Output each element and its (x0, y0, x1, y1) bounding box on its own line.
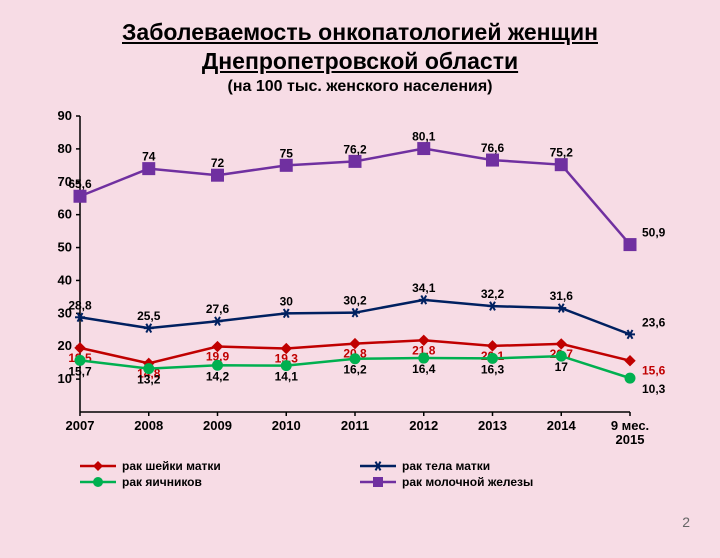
chart-area: 1020304050607080902007200820092010201120… (40, 106, 680, 456)
svg-text:17: 17 (555, 360, 569, 374)
svg-text:76,6: 76,6 (481, 141, 505, 155)
svg-text:74: 74 (142, 149, 156, 163)
svg-text:15,6: 15,6 (642, 363, 666, 377)
svg-text:2011: 2011 (341, 418, 369, 433)
legend-label: рак яичников (122, 475, 202, 489)
chart-header: Заболеваемость онкопатологией женщин Дне… (40, 18, 680, 96)
svg-text:14,1: 14,1 (275, 369, 299, 383)
svg-text:14,2: 14,2 (206, 369, 230, 383)
svg-text:16,4: 16,4 (412, 362, 436, 376)
svg-text:15,7: 15,7 (68, 364, 92, 378)
chart-legend: рак шейки матки рак тела матки рак яичнико… (80, 458, 640, 490)
legend-label: рак молочной железы (402, 475, 533, 489)
svg-text:90: 90 (58, 108, 72, 123)
svg-text:2010: 2010 (272, 418, 301, 433)
svg-text:16,2: 16,2 (343, 362, 367, 376)
legend-label: рак тела матки (402, 459, 490, 473)
svg-text:50,9: 50,9 (642, 225, 666, 239)
svg-text:27,6: 27,6 (206, 302, 230, 316)
svg-text:25,5: 25,5 (137, 309, 161, 323)
svg-text:13,2: 13,2 (137, 372, 161, 386)
svg-text:75: 75 (280, 146, 294, 160)
svg-text:32,2: 32,2 (481, 287, 505, 301)
svg-text:10,3: 10,3 (642, 382, 666, 396)
legend-item-corpus: рак тела матки (360, 458, 640, 474)
legend-swatch (80, 459, 116, 473)
svg-text:30,2: 30,2 (343, 293, 367, 307)
chart-title: Заболеваемость онкопатологией женщин Дне… (40, 18, 680, 76)
slide-number: 2 (682, 514, 690, 530)
svg-text:23,6: 23,6 (642, 315, 666, 329)
legend-label: рак шейки матки (122, 459, 221, 473)
svg-text:2013: 2013 (478, 418, 507, 433)
svg-text:2012: 2012 (409, 418, 438, 433)
legend-swatch (360, 459, 396, 473)
line-chart: 1020304050607080902007200820092010201120… (40, 106, 680, 456)
title-line-1: Заболеваемость онкопатологией женщин (122, 19, 598, 45)
svg-text:30: 30 (280, 294, 294, 308)
title-line-2: Днепропетровской области (202, 48, 518, 74)
svg-text:34,1: 34,1 (412, 280, 436, 294)
legend-item-cervix: рак шейки матки (80, 458, 360, 474)
legend-swatch (360, 475, 396, 489)
svg-text:40: 40 (58, 272, 72, 287)
legend-swatch (80, 475, 116, 489)
svg-text:2007: 2007 (66, 418, 95, 433)
svg-text:2009: 2009 (203, 418, 232, 433)
svg-text:80,1: 80,1 (412, 129, 436, 143)
chart-subtitle: (на 100 тыс. женского населения) (40, 78, 680, 96)
legend-item-ovary: рак яичников (80, 474, 360, 490)
svg-text:72: 72 (211, 156, 225, 170)
svg-text:28,8: 28,8 (68, 298, 92, 312)
legend-item-breast: рак молочной железы (360, 474, 640, 490)
svg-text:65,6: 65,6 (68, 177, 92, 191)
svg-text:16,3: 16,3 (481, 362, 505, 376)
svg-text:31,6: 31,6 (550, 289, 574, 303)
svg-text:2015: 2015 (616, 432, 645, 447)
svg-text:80: 80 (58, 140, 72, 155)
svg-text:2014: 2014 (547, 418, 577, 433)
svg-text:76,2: 76,2 (343, 142, 367, 156)
svg-text:2008: 2008 (134, 418, 163, 433)
svg-text:60: 60 (58, 206, 72, 221)
svg-text:75,2: 75,2 (550, 145, 574, 159)
svg-text:9 мес.: 9 мес. (611, 418, 649, 433)
svg-text:50: 50 (58, 239, 72, 254)
